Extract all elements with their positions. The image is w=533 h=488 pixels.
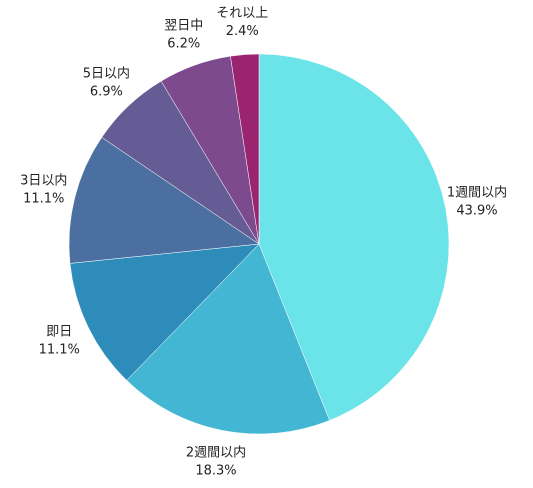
value-label: 6.2% — [167, 37, 200, 52]
pie-slice — [258, 53, 450, 421]
slice-label: 2週間以内 — [186, 444, 246, 460]
pie-slice — [69, 243, 260, 381]
value-label: 2.4% — [226, 24, 259, 39]
pie-slice — [126, 243, 330, 435]
slice-label: 即日 — [46, 324, 72, 339]
value-label: 18.3% — [195, 463, 236, 478]
value-label: 6.9% — [90, 84, 123, 99]
value-label: 43.9% — [456, 204, 497, 219]
slice-label: 1週間以内 — [447, 185, 507, 201]
value-label: 11.1% — [23, 191, 64, 206]
pie-slice — [68, 137, 260, 264]
value-label: 11.1% — [39, 342, 80, 357]
slice-label: 3日以内 — [20, 172, 67, 188]
slice-label: 翌日中 — [164, 19, 203, 34]
pie-slice — [230, 53, 260, 245]
slice-label: 5日以内 — [83, 65, 130, 81]
slice-label: それ以上 — [216, 6, 268, 21]
